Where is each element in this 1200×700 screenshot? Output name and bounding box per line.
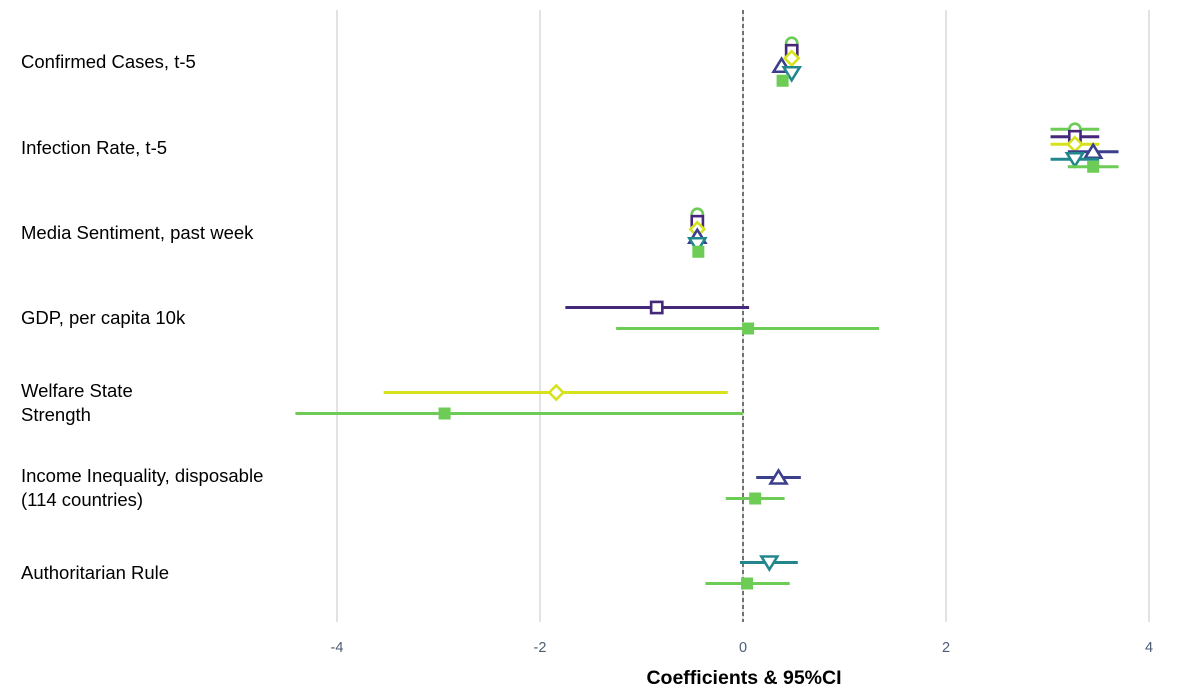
x-axis-ticks: -4 -2 0 2 4	[331, 640, 1153, 656]
estimates	[295, 36, 1119, 590]
variable-label: Confirmed Cases, t-5	[21, 51, 196, 72]
marker-diamond	[782, 49, 801, 68]
variable-labels: Confirmed Cases, t-5 Infection Rate, t-5 M…	[21, 51, 263, 583]
variable-label: (114 countries)	[21, 489, 143, 510]
x-axis-title: Coefficients & 95%CI	[646, 667, 841, 689]
variable-label: Media Sentiment, past week	[21, 222, 254, 243]
marker-square	[649, 300, 664, 315]
estimate	[616, 322, 880, 335]
x-tick-label: -2	[534, 640, 547, 656]
estimate	[705, 577, 790, 590]
marker-filled-square	[692, 245, 705, 258]
estimate	[781, 65, 803, 83]
marker-triangle-down	[686, 236, 708, 254]
variable-label: Income Inequality, disposable	[21, 465, 263, 486]
estimate	[686, 236, 708, 254]
estimate	[756, 468, 801, 485]
estimate	[776, 74, 789, 87]
x-tick-label: 2	[942, 640, 950, 656]
variable-label: Strength	[21, 404, 91, 425]
marker-triangle-down	[759, 555, 780, 572]
estimate	[782, 49, 801, 68]
marker-filled-square	[1087, 160, 1100, 173]
variable-label: Welfare State	[21, 380, 133, 401]
estimate	[739, 555, 798, 572]
estimate	[295, 407, 743, 420]
estimate	[692, 245, 705, 258]
variable-label: Infection Rate, t-5	[21, 137, 167, 158]
marker-triangle-down	[781, 65, 803, 83]
marker-diamond	[547, 383, 566, 402]
marker-filled-square	[742, 322, 755, 335]
x-tick-label: 4	[1145, 640, 1153, 656]
estimate	[725, 492, 785, 505]
variable-label: GDP, per capita 10k	[21, 307, 186, 328]
x-tick-label: -4	[331, 640, 344, 656]
marker-triangle-down	[1064, 151, 1086, 169]
estimate	[1067, 160, 1119, 173]
marker-filled-square	[438, 407, 451, 420]
variable-label: Authoritarian Rule	[21, 562, 169, 583]
marker-triangle-up	[768, 468, 789, 485]
marker-filled-square	[749, 492, 762, 505]
marker-filled-square	[776, 74, 789, 87]
estimate	[383, 383, 728, 402]
estimate	[1050, 151, 1100, 169]
x-tick-label: 0	[739, 640, 747, 656]
estimate	[565, 300, 750, 315]
marker-filled-square	[741, 577, 754, 590]
